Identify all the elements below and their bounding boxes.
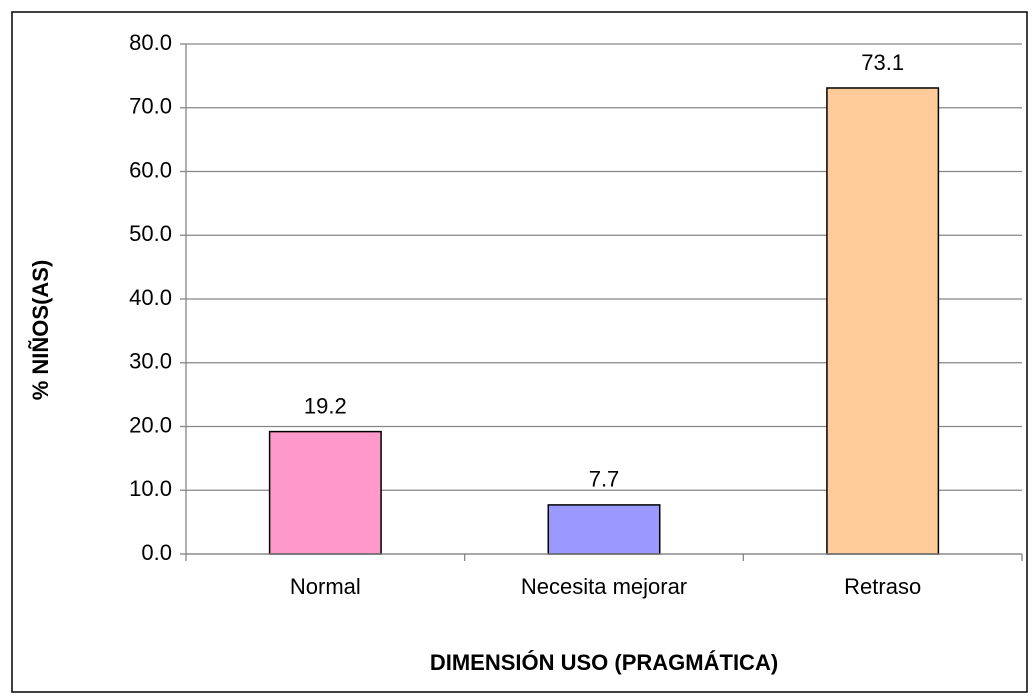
- y-tick-label: 80.0: [129, 30, 172, 55]
- y-tick-label: 10.0: [129, 476, 172, 501]
- x-tick-label: Necesita mejorar: [521, 574, 687, 599]
- y-axis-title: % NIÑOS(AS): [28, 260, 53, 401]
- y-tick-label: 40.0: [129, 285, 172, 310]
- data-label: 73.1: [861, 50, 904, 75]
- x-axis-title: DIMENSIÓN USO (PRAGMÁTICA): [430, 650, 778, 675]
- bar: [268, 430, 382, 555]
- y-tick-label: 0.0: [141, 540, 172, 565]
- y-tick-label: 20.0: [129, 412, 172, 437]
- x-tick-label: Retraso: [844, 574, 921, 599]
- y-tick-label: 60.0: [129, 157, 172, 182]
- y-tick-label: 70.0: [129, 94, 172, 119]
- x-tick-label: Normal: [290, 574, 361, 599]
- bar: [826, 87, 940, 555]
- data-label: 19.2: [304, 393, 347, 418]
- y-tick-label: 30.0: [129, 349, 172, 374]
- data-label: 7.7: [589, 467, 620, 492]
- y-tick-label: 50.0: [129, 221, 172, 246]
- bar: [547, 504, 661, 555]
